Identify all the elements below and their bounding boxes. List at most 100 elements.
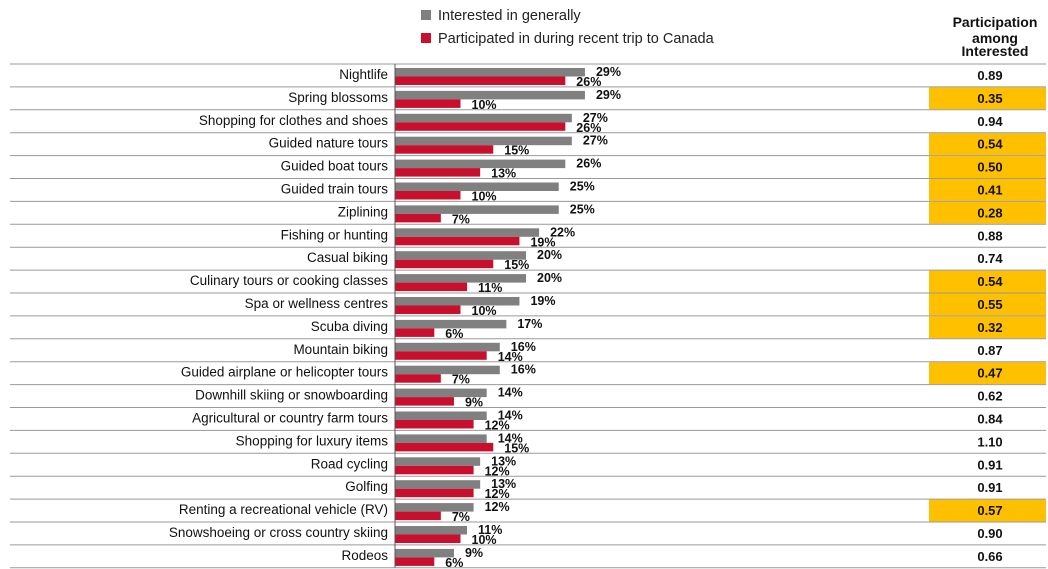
bar-participated — [395, 328, 435, 337]
ratio-value: 0.74 — [977, 251, 1003, 266]
category-label: Golfing — [345, 479, 388, 494]
legend: Interested in generally Participated in … — [421, 8, 715, 47]
bar-interested — [395, 526, 468, 535]
bar-participated — [395, 397, 454, 406]
ratio-highlight-cell — [929, 201, 1046, 224]
bar-participated — [395, 534, 461, 543]
bar-participated — [395, 213, 441, 223]
bar-interested — [395, 434, 487, 443]
category-label: Fishing or hunting — [281, 227, 388, 242]
bar-interested — [395, 503, 474, 512]
value-label-participated: 26% — [576, 121, 601, 135]
bar-participated — [395, 442, 494, 452]
legend-swatch-interested — [421, 10, 431, 20]
ratio-highlight-cell — [929, 179, 1046, 201]
bar-interested — [395, 274, 526, 283]
value-label-interested: 17% — [517, 317, 542, 331]
value-label-participated: 19% — [530, 235, 555, 249]
bar-participated — [395, 145, 494, 154]
category-label: Nightlife — [339, 67, 388, 82]
value-label-participated: 12% — [485, 487, 510, 501]
value-label-interested: 25% — [570, 202, 595, 216]
bar-interested — [395, 205, 559, 214]
value-label-interested: 19% — [530, 294, 555, 308]
bar-interested — [395, 365, 500, 375]
category-label: Rodeos — [341, 548, 388, 563]
bar-participated — [395, 557, 435, 566]
value-label-participated: 7% — [452, 373, 470, 387]
category-label: Renting a recreational vehicle (RV) — [179, 502, 388, 517]
value-label-interested: 26% — [576, 157, 601, 171]
ratio-column-header: Participation among Interested — [953, 14, 1038, 59]
value-label-participated: 7% — [452, 212, 470, 226]
ratio-header-line-3: Interested — [962, 43, 1029, 59]
ratio-highlight-cell — [929, 499, 1046, 522]
category-label: Culinary tours or cooking classes — [190, 273, 388, 288]
value-label-interested: 13% — [491, 477, 516, 491]
ratio-value: 0.55 — [977, 297, 1002, 312]
ratio-value: 0.54 — [977, 137, 1003, 152]
bar-interested — [395, 457, 481, 466]
ratio-value: 0.62 — [977, 389, 1002, 404]
bar-interested — [395, 297, 520, 306]
bar-interested — [395, 136, 572, 146]
bar-participated — [395, 511, 441, 521]
ratio-header-line-2: among — [972, 30, 1018, 46]
ratio-value: 0.94 — [977, 114, 1003, 129]
value-label-participated: 13% — [491, 167, 516, 181]
value-label-participated: 14% — [498, 350, 523, 364]
ratio-value: 0.84 — [977, 412, 1003, 427]
category-label: Spring blossoms — [288, 90, 388, 105]
ratio-value: 0.66 — [977, 549, 1002, 564]
legend-label-interested: Interested in generally — [438, 8, 581, 24]
bar-participated — [395, 259, 494, 269]
value-label-interested: 22% — [550, 225, 575, 239]
legend-swatch-participated — [421, 33, 431, 43]
value-label-participated: 10% — [472, 304, 497, 318]
value-label-interested: 16% — [511, 363, 536, 377]
value-label-participated: 15% — [504, 441, 529, 455]
ratio-highlight-cell — [929, 316, 1046, 339]
bar-interested — [395, 548, 454, 558]
bar-participated — [395, 305, 461, 314]
ratio-value: 1.10 — [977, 434, 1002, 449]
bar-participated — [395, 99, 461, 108]
category-label: Shopping for luxury items — [236, 433, 389, 448]
bar-interested — [395, 319, 507, 329]
ratio-value: 0.90 — [977, 526, 1002, 541]
category-label: Guided nature tours — [269, 136, 389, 151]
value-label-participated: 15% — [504, 258, 529, 272]
ratio-value: 0.32 — [977, 320, 1002, 335]
value-label-interested: 11% — [478, 523, 502, 537]
category-label: Downhill skiing or snowboarding — [195, 388, 388, 403]
value-label-interested: 9% — [465, 546, 483, 560]
category-label: Spa or wellness centres — [245, 296, 389, 311]
ratio-highlight-cell — [929, 362, 1046, 385]
ratio-header-line-1: Participation — [953, 14, 1038, 30]
category-label: Guided train tours — [281, 182, 389, 197]
value-label-participated: 6% — [445, 556, 463, 569]
value-label-interested: 14% — [498, 386, 523, 400]
ratio-value: 0.87 — [977, 343, 1002, 358]
value-label-participated: 12% — [485, 464, 510, 478]
value-label-participated: 15% — [504, 144, 529, 158]
value-label-interested: 20% — [537, 248, 562, 262]
value-label-participated: 10% — [472, 190, 497, 204]
category-label: Road cycling — [311, 456, 388, 471]
value-label-participated: 26% — [576, 75, 601, 89]
bar-participated — [395, 236, 520, 246]
category-label: Ziplining — [338, 204, 388, 219]
bar-interested — [395, 159, 566, 169]
bar-participated — [395, 420, 474, 429]
ratio-value: 0.50 — [977, 160, 1002, 175]
bar-interested — [395, 342, 500, 352]
ratio-value: 0.88 — [977, 228, 1002, 243]
bar-participated — [395, 76, 566, 85]
value-label-interested: 27% — [583, 134, 608, 148]
bar-interested — [395, 388, 487, 398]
bar-participated — [395, 122, 566, 131]
category-label: Casual biking — [307, 250, 388, 265]
value-label-participated: 12% — [485, 419, 510, 433]
value-label-interested: 12% — [485, 500, 510, 514]
